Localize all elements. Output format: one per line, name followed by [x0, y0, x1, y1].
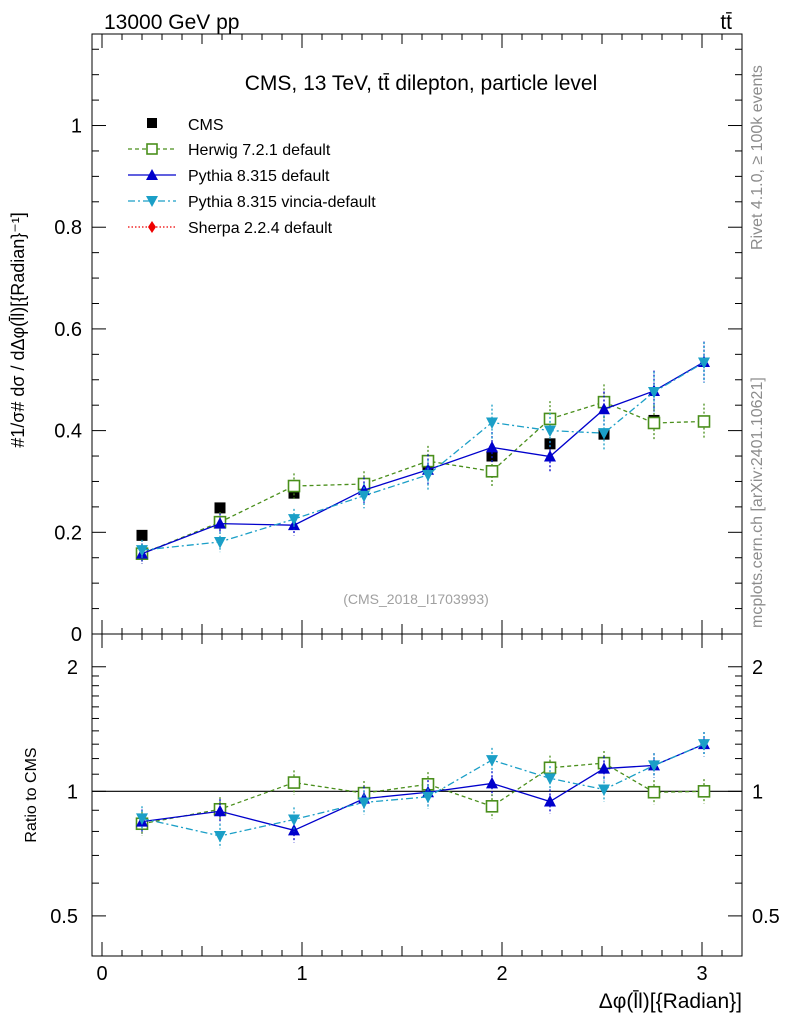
rivet-label: Rivet 4.1.0, ≥ 100k events [749, 65, 766, 250]
x-tick-label: 2 [496, 963, 507, 985]
ratio-vincia-point [598, 784, 610, 797]
ratio-vincia-point [544, 773, 556, 785]
energy-label: 13000 GeV pp [104, 11, 239, 34]
main-herwig-line [141, 401, 705, 555]
ratio-herwig-point [287, 776, 301, 789]
ratio-y-axis-label: Ratio to CMS [23, 747, 40, 842]
y-tick-label: 0.2 [54, 522, 82, 544]
y-tick-label: 0.8 [54, 217, 82, 239]
legend-herwig-label: Herwig 7.2.1 default [188, 142, 331, 159]
mcplots-label: mcplots.cern.ch [arXiv:2401.10621] [749, 377, 766, 628]
main-pythia-point [214, 517, 226, 529]
main-vincia-point [288, 514, 300, 526]
ratio-vincia-point [486, 755, 498, 767]
main-title: CMS, 13 TeV, tt̄ dilepton, particle leve… [245, 72, 598, 95]
main-vincia-point [136, 545, 148, 557]
ratio-pythia-point [486, 776, 498, 789]
ratio-y-tick-label-right: 1 [752, 781, 763, 803]
ratio-vincia-point [648, 760, 660, 772]
ratio-vincia-point [358, 797, 370, 809]
main-vincia-point [358, 490, 370, 503]
y-tick-label: 0.6 [54, 319, 82, 341]
cms-data-point [544, 438, 556, 450]
legend-vincia-label: Pythia 8.315 vincia-default [188, 194, 376, 211]
main-vincia-point [598, 428, 610, 440]
main-pythia-point [544, 450, 556, 462]
main-vincia-point [648, 386, 660, 399]
x-tick-label: 1 [296, 963, 307, 985]
ratio-vincia-point [422, 791, 434, 804]
main-vincia-point [422, 469, 434, 482]
main-vincia-point [698, 357, 710, 369]
ratio-herwig-point [697, 785, 711, 798]
main-vincia-point [544, 425, 556, 438]
ratio-frame [91, 633, 743, 957]
x-tick-label: 0 [96, 963, 107, 985]
legend-sherpa-label: Sherpa 2.2.4 default [188, 220, 333, 237]
legend-herwig-marker [146, 143, 158, 155]
analysis-id: (CMS_2018_I1703993) [343, 591, 489, 607]
main-pythia-point [486, 440, 498, 453]
ratio-pythia-point [288, 823, 300, 836]
y-tick-label: 0.4 [54, 421, 82, 443]
ratio-vincia-point [136, 813, 148, 825]
legend-cms-label: CMS [188, 117, 224, 134]
legend: CMS Herwig 7.2.1 default Pythia 8.315 de… [128, 117, 376, 237]
main-pythia-point [598, 402, 610, 415]
y-tick-label: 0 [71, 624, 82, 646]
ratio-pythia-point [214, 804, 226, 817]
ratio-pythia-point [598, 762, 610, 774]
main-herwig-point [697, 415, 711, 428]
ratio-pythia-point [544, 794, 556, 807]
main-pythia-line [141, 361, 705, 555]
cms-data-point [136, 529, 148, 541]
x-tick-label: 3 [696, 963, 707, 985]
ratio-y-tick-label: 2 [67, 657, 78, 679]
ratio-y-tick-label: 1 [67, 781, 78, 803]
legend-cms-marker [147, 118, 157, 128]
main-herwig-point [287, 479, 301, 493]
ratio-plot-area: 0 1 2 3 0.5 0.5 1 1 2 2 [50, 657, 780, 985]
main-vincia-point [214, 536, 226, 549]
legend-vincia-marker [146, 196, 158, 207]
main-herwig-point [647, 416, 661, 430]
ratio-herwig-line [141, 762, 705, 825]
process-label: tt̄ [720, 11, 732, 34]
y-axis-label: #1/σ# dσ / dΔφ(l̄l)[{Radian}⁻¹] [8, 212, 28, 448]
main-plot-area: 0 0.2 0.4 0.6 0.8 1 [54, 34, 742, 956]
y-tick-label: 1 [71, 116, 82, 138]
main-herwig-point [485, 464, 499, 478]
ratio-vincia-point [214, 830, 226, 843]
ratio-vincia-point [288, 814, 300, 826]
ratio-herwig-point [647, 785, 661, 799]
ratio-herwig-point [485, 800, 499, 813]
ratio-vincia-point [698, 739, 710, 751]
cms-data-point [288, 487, 300, 499]
ratio-y-tick-label-right: 2 [752, 657, 763, 679]
cms-data-point [214, 502, 226, 514]
x-axis-label: Δφ(l̄l)[{Radian}] [599, 989, 742, 1013]
main-vincia-point [486, 417, 498, 429]
ratio-pythia-line [141, 743, 705, 832]
legend-pythia-marker [146, 169, 158, 180]
legend-pythia-label: Pythia 8.315 default [188, 168, 330, 185]
legend-sherpa-marker [148, 221, 156, 233]
ratio-y-tick-label-right: 0.5 [752, 906, 780, 928]
ratio-y-tick-label: 0.5 [50, 906, 78, 928]
